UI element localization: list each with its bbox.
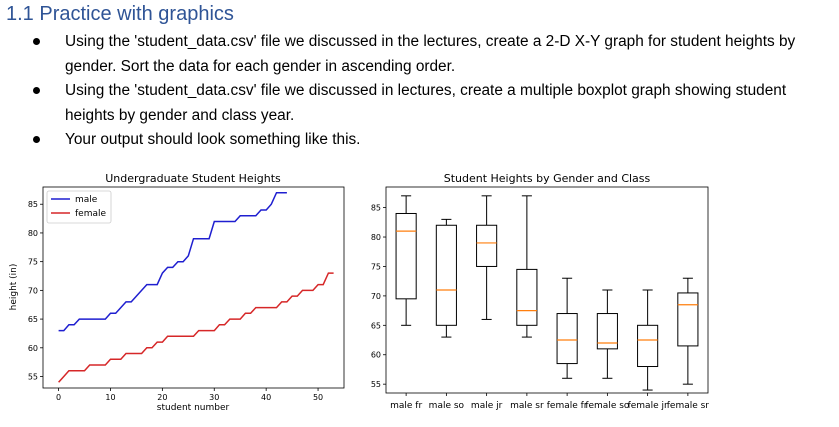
list-item: Using the 'student_data.csv' file we dis… (30, 30, 820, 79)
legend-label-male: male (75, 195, 98, 205)
box-body (677, 292, 699, 347)
x-tick-label: 30 (209, 393, 219, 402)
chart-title: Undergraduate Student Heights (105, 172, 281, 185)
y-tick-label: 65 (371, 321, 381, 330)
x-tick-label: male fr (390, 401, 422, 411)
x-tick-label: male so (429, 401, 465, 411)
bullet-dot (33, 87, 40, 94)
box-body (556, 313, 578, 365)
box-female-jr (637, 289, 659, 391)
bullet-dot (33, 136, 40, 143)
line-chart: Undergraduate Student Heights 55 60 65 70 75… (9, 172, 345, 413)
legend: male female (46, 190, 112, 224)
y-tick-label: 65 (28, 315, 38, 324)
box-body (476, 224, 498, 267)
y-tick-label: 85 (28, 200, 38, 209)
box-body (395, 212, 417, 300)
plot-frame (385, 186, 709, 394)
boxplot-chart: Student Heights by Gender and Class 55 60… (371, 172, 709, 411)
x-axis: male fr male so male jr male sr female frfem… (390, 393, 709, 411)
plot-frame (42, 186, 345, 389)
chart-title: Student Heights by Gender and Class (444, 172, 651, 185)
box-body (596, 313, 618, 350)
box-female-fr (556, 277, 578, 379)
y-axis: 55 60 65 70 75 80 85 (371, 204, 386, 389)
x-axis-label: student number (157, 403, 230, 413)
y-tick-label: 75 (28, 258, 38, 267)
y-tick-label: 80 (371, 233, 381, 242)
x-tick-label: female so (585, 401, 630, 411)
series-line-male (58, 191, 287, 332)
list-item-text: Your output should look something like t… (65, 131, 361, 148)
x-tick-label: female sr (667, 401, 710, 411)
series-line-female (58, 272, 334, 383)
x-tick-label: 20 (157, 393, 167, 402)
y-tick-label: 55 (28, 373, 38, 382)
x-tick-label: 50 (313, 393, 323, 402)
list-item: Your output should look something like t… (30, 128, 820, 153)
list-item-text: Using the 'student_data.csv' file we dis… (65, 33, 796, 75)
y-tick-label: 85 (371, 204, 381, 213)
x-tick-label: male sr (510, 401, 544, 411)
x-tick-label: 10 (105, 393, 115, 402)
list-item: Using the 'student_data.csv' file we dis… (30, 79, 820, 128)
box-male-fr (395, 195, 417, 326)
box-body (516, 268, 538, 326)
box-male-jr (476, 195, 498, 320)
instruction-list: Using the 'student_data.csv' file we dis… (30, 30, 820, 153)
y-tick-label: 70 (371, 292, 381, 301)
y-tick-label: 80 (28, 229, 38, 238)
box-body (435, 224, 457, 326)
boxes-group (395, 195, 699, 391)
box-female-so (596, 289, 618, 379)
series-group (58, 191, 334, 383)
box-female-sr (677, 277, 699, 385)
y-tick-label: 60 (28, 344, 38, 353)
x-axis: 0 10 20 30 40 50 (56, 388, 323, 402)
x-tick-label: male jr (471, 401, 503, 411)
section-heading: 1.1 Practice with graphics (6, 3, 234, 25)
box-male-sr (516, 195, 538, 338)
y-tick-label: 70 (28, 286, 38, 295)
x-tick-label: 0 (56, 393, 61, 402)
x-tick-label: 40 (261, 393, 271, 402)
y-axis: 55 60 65 70 75 80 85 (28, 200, 43, 382)
bullet-dot (33, 38, 40, 45)
y-tick-label: 60 (371, 351, 381, 360)
box-body (637, 324, 659, 368)
legend-label-female: female (75, 209, 106, 219)
x-tick-label: female fr (547, 401, 588, 411)
list-item-text: Using the 'student_data.csv' file we dis… (65, 82, 787, 124)
y-tick-label: 55 (371, 380, 381, 389)
y-tick-label: 75 (371, 262, 381, 271)
x-tick-label: female jr (628, 401, 668, 411)
y-axis-label: height (in) (9, 264, 19, 311)
box-male-so (435, 218, 457, 338)
